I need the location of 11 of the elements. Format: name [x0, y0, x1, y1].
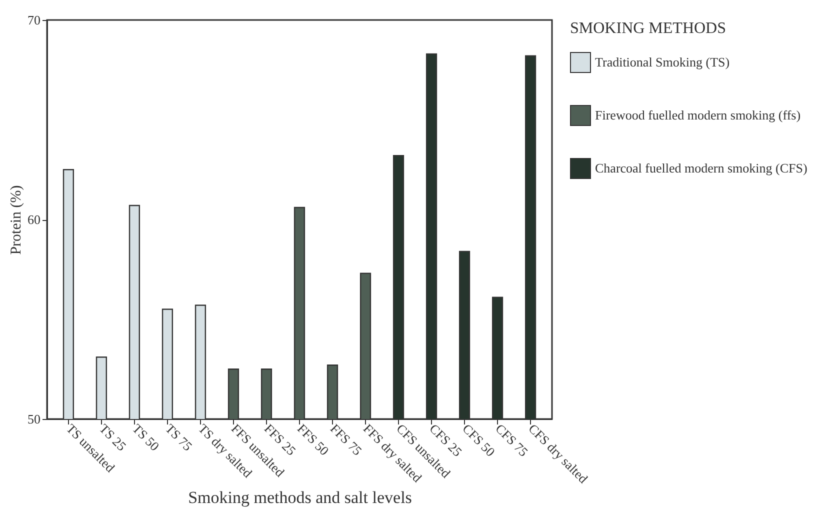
y-axis-title: Protein (%)	[8, 185, 24, 255]
legend-label: Charcoal fuelled modern smoking (CFS)	[595, 160, 808, 176]
x-tick-label: TS 75	[162, 420, 196, 454]
legend-label: Firewood fuelled modern smoking (ffs)	[595, 108, 801, 122]
legend-title: SMOKING METHODS	[570, 20, 726, 37]
legend-label: Traditional Smoking (TS)	[595, 54, 730, 70]
y-tick-label: 70	[28, 12, 40, 28]
x-axis-title: Smoking methods and salt levels	[188, 488, 412, 508]
y-tick-label: 50	[28, 412, 40, 426]
x-tick-label: TS 50	[130, 420, 162, 454]
y-tick-label: 60	[28, 212, 40, 227]
